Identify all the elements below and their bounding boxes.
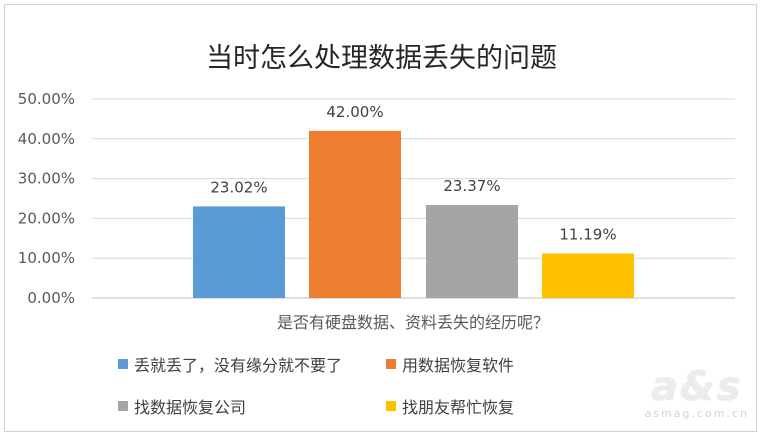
legend-swatch-1 (118, 359, 128, 369)
legend-swatch-2 (386, 359, 396, 369)
x-axis-category-label: 是否有硬盘数据、资料丢失的经历呢？ (277, 313, 549, 332)
legend-item-2: 用数据恢复软件 (386, 352, 514, 376)
y-tick-label: 50.00% (18, 90, 75, 108)
legend-label-3: 找数据恢复公司 (134, 398, 247, 417)
legend-label-1: 丢就丢了，没有缘分就不要了 (134, 356, 343, 375)
bar (309, 130, 401, 298)
data-label: 11.19% (559, 225, 616, 243)
legend-item-1: 丢就丢了，没有缘分就不要了 (118, 352, 342, 376)
y-tick-label: 10.00% (18, 249, 75, 267)
bar (193, 206, 285, 298)
y-tick-label: 30.00% (18, 170, 75, 188)
y-tick-label: 40.00% (18, 130, 75, 148)
legend-item-3: 找数据恢复公司 (118, 394, 246, 418)
watermark-logo: a&s (650, 364, 743, 410)
data-label: 23.02% (210, 178, 267, 196)
bar (426, 204, 518, 298)
data-label: 23.37% (443, 177, 500, 195)
legend-swatch-4 (386, 401, 396, 411)
legend-item-4: 找朋友帮忙恢复 (386, 394, 514, 418)
watermark-url: asmag.com.cn (644, 407, 749, 420)
watermark: a&s asmag.com.cn (645, 367, 749, 420)
data-label: 42.00% (326, 103, 383, 121)
y-tick-label: 0.00% (27, 289, 75, 307)
legend-label-2: 用数据恢复软件 (402, 356, 515, 375)
bar (542, 253, 634, 298)
legend-swatch-3 (118, 401, 128, 411)
legend-label-4: 找朋友帮忙恢复 (402, 398, 515, 417)
y-tick-label: 20.00% (18, 209, 75, 227)
chart-title: 当时怎么处理数据丢失的问题 (206, 43, 557, 74)
